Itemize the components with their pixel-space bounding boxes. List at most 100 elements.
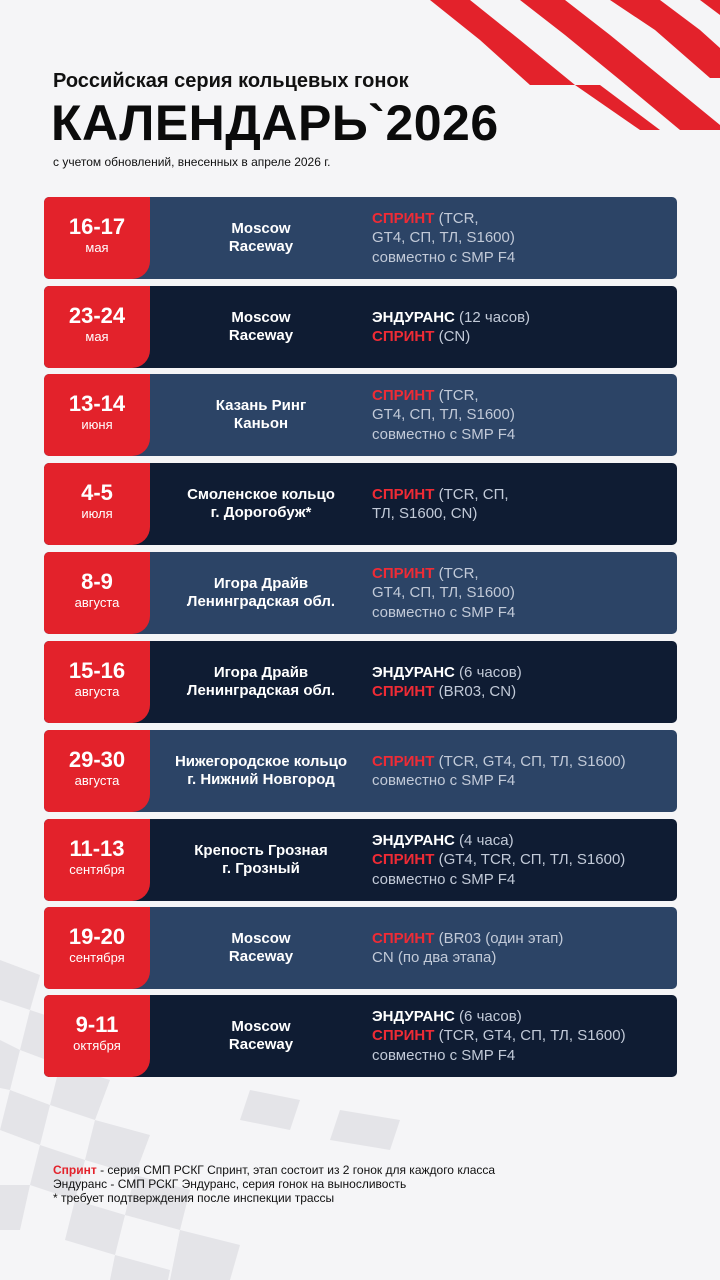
program-text: СПРИНТ (372, 209, 435, 227)
date-box: 4-5 июля (44, 463, 150, 545)
event-month: мая (85, 240, 109, 255)
venue-line: Raceway (228, 238, 294, 255)
footnote-line: Спринт - серия СМП РСКГ Спринт, этап сос… (53, 1163, 495, 1177)
event-row: 23-24 мая Moscow Raceway ЭНДУРАНС (12 часов)… (44, 286, 677, 368)
venue-line: Raceway (228, 327, 294, 344)
event-date: 11-13 (69, 836, 125, 861)
venue-line: Ленинградская обл. (186, 682, 336, 699)
program-line: CN (по два этапа) (372, 948, 563, 968)
venue: Смоленское кольцо г. Дорогобуж* (150, 463, 372, 545)
program-text: совместно с SMP F4 (372, 603, 516, 621)
program-text: совместно с SMP F4 (372, 1046, 516, 1064)
venue-line: Ленинградская обл. (186, 593, 336, 610)
date-box: 16-17 мая (44, 197, 150, 279)
program: СПРИНТ (TCR, GT4, СП, ТЛ, S1600) совместно… (372, 552, 515, 634)
program-text: ТЛ, S1600, CN) (372, 505, 478, 522)
program-text: (TCR, GT4, СП, ТЛ, S1600) (434, 1027, 626, 1045)
event-row: 4-5 июля Смоленское кольцо г. Дорогобуж* СПР… (44, 463, 677, 545)
footnote-text: Эндуранс - СМП РСКГ Эндуранс, серия гоно… (53, 1177, 407, 1191)
event-row: 15-16 августа Игора Драйв Ленинградская обл… (44, 641, 677, 723)
program-text: СПРИНТ (372, 485, 435, 503)
program-text: СПРИНТ (372, 1027, 435, 1045)
program-text: (6 часов) (454, 663, 522, 681)
red-flag (430, 0, 720, 130)
program-line: совместно с SMP F4 (372, 425, 515, 445)
program: ЭНДУРАНС (12 часов) СПРИНТ (CN) (372, 286, 530, 368)
event-date: 8-9 (81, 569, 113, 594)
event-date: 13-14 (68, 391, 126, 416)
program-text: (TCR, (434, 209, 479, 227)
venue: Нижегородское кольцо г. Нижний Новгород (150, 730, 372, 812)
program-text: (4 часа) (454, 831, 514, 849)
update-note: с учетом обновлений, внесенных в апреле … (53, 155, 331, 169)
program-text: ЭНДУРАНС (372, 1007, 455, 1025)
program-text: ЭНДУРАНС (372, 831, 455, 849)
footnote-line: Эндуранс - СМП РСКГ Эндуранс, серия гоно… (53, 1177, 495, 1191)
title: КАЛЕНДАРЬ`2026 (51, 95, 499, 151)
event-row: 8-9 августа Игора Драйв Ленинградская обл. С… (44, 552, 677, 634)
venue: Крепость Грозная г. Грозный (150, 819, 372, 901)
program-text: GT4, СП, ТЛ, S1600) (372, 229, 515, 247)
venue-line: Raceway (228, 948, 294, 965)
venue: Казань Ринг Каньон (150, 374, 372, 456)
venue: Игора Драйв Ленинградская обл. (150, 641, 372, 723)
footnotes: Спринт - серия СМП РСКГ Спринт, этап сос… (53, 1163, 495, 1205)
venue-line: Казань Ринг (215, 397, 307, 414)
venue: Moscow Raceway (150, 995, 372, 1077)
event-month: июня (81, 417, 113, 432)
program-line: СПРИНТ (TCR, СП, (372, 485, 509, 505)
venue-line: Moscow (231, 1018, 291, 1035)
date-box: 8-9 августа (44, 552, 150, 634)
program-text: (TCR, СП, (434, 485, 509, 503)
program-text: (BR03, CN) (434, 683, 517, 700)
event-row: 11-13 сентября Крепость Грозная г. Грозный Э… (44, 819, 677, 901)
program: ЭНДУРАНС (6 часов) СПРИНТ (BR03, CN) (372, 641, 522, 723)
grey-flag (0, 960, 400, 1280)
program-text: GT4, СП, ТЛ, S1600) (372, 406, 515, 424)
program-text: СПРИНТ (372, 564, 435, 582)
program-text: СПРИНТ (372, 328, 435, 345)
venue-line: г. Дорогобуж* (210, 504, 312, 521)
program-text: CN (по два этапа) (372, 949, 497, 966)
program-line: ЭНДУРАНС (4 часа) (372, 831, 625, 851)
event-date: 9-11 (75, 1012, 119, 1037)
venue-line: Moscow (231, 220, 291, 237)
event-row: 9-11 октября Moscow Raceway ЭНДУРАНС (6 часо… (44, 995, 677, 1077)
event-date: 19-20 (68, 924, 126, 949)
event-month: августа (74, 684, 120, 699)
date-box: 15-16 августа (44, 641, 150, 723)
program-text: (GT4, TCR, СП, ТЛ, S1600) (434, 851, 626, 869)
program-line: ТЛ, S1600, CN) (372, 504, 509, 524)
event-date: 15-16 (68, 658, 126, 683)
program-line: СПРИНТ (TCR, (372, 564, 515, 584)
program-line: СПРИНТ (TCR, (372, 386, 515, 406)
venue: Moscow Raceway (150, 197, 372, 279)
program-line: СПРИНТ (TCR, (372, 209, 515, 229)
date-box: 19-20 сентября (44, 907, 150, 989)
venue-line: г. Грозный (222, 860, 300, 877)
program: ЭНДУРАНС (4 часа) СПРИНТ (GT4, TCR, СП, Т… (372, 819, 625, 901)
event-month: мая (85, 329, 109, 344)
program-line: СПРИНТ (TCR, GT4, СП, ТЛ, S1600) (372, 752, 626, 772)
program-text: (TCR, (434, 564, 479, 582)
program-text: СПРИНТ (372, 683, 435, 700)
program-text: (CN) (434, 328, 471, 345)
event-date: 4-5 (81, 480, 113, 505)
program-line: СПРИНТ (CN) (372, 327, 530, 347)
program-text: GT4, СП, ТЛ, S1600) (372, 584, 515, 602)
event-row: 19-20 сентября Moscow Raceway СПРИНТ (BR03 (… (44, 907, 677, 989)
date-box: 9-11 октября (44, 995, 150, 1077)
venue-line: г. Нижний Новгород (187, 771, 335, 788)
venue-line: Каньон (233, 415, 289, 432)
program-text: СПРИНТ (372, 752, 435, 770)
venue-line: Крепость Грозная (194, 842, 328, 859)
venue-line: Игора Драйв (213, 575, 309, 592)
event-month: июля (81, 506, 113, 521)
venue: Игора Драйв Ленинградская обл. (150, 552, 372, 634)
date-box: 29-30 августа (44, 730, 150, 812)
program-text: (BR03 (один этап) (434, 929, 564, 947)
series-name: Российская серия кольцевых гонок (53, 70, 409, 92)
program: СПРИНТ (TCR, СП, ТЛ, S1600, CN) (372, 463, 509, 545)
program-text: СПРИНТ (372, 929, 435, 947)
